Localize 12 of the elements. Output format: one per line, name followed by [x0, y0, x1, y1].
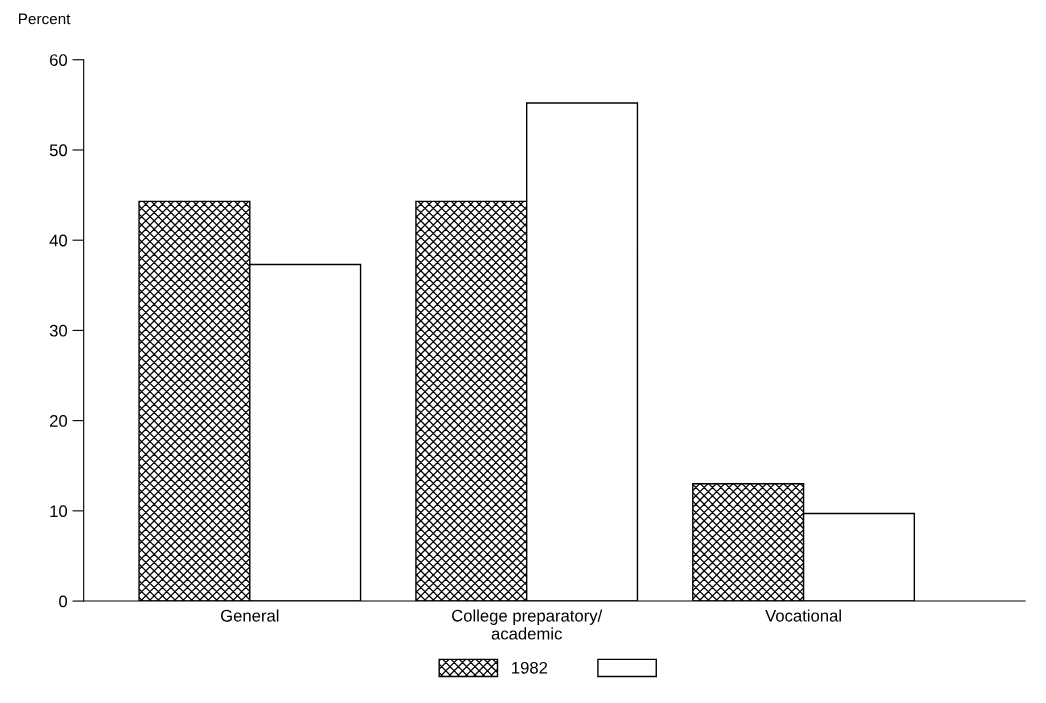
y-tick-label: 30	[49, 324, 68, 337]
legend-label: 1982	[512, 661, 548, 674]
y-tick-label: 50	[49, 144, 68, 157]
y-tick-label: 0	[59, 595, 68, 608]
y-tick-label: 60	[50, 54, 68, 66]
y-tick-label: 20	[50, 415, 68, 427]
x-tick-label: General	[221, 609, 279, 622]
y-tick-label: 40	[49, 234, 68, 247]
x-tick-label: College preparatory/ academic	[452, 609, 603, 640]
y-axis-title: Percent	[19, 13, 71, 25]
x-tick-label: Vocational	[765, 609, 841, 622]
y-tick-label: 10	[50, 505, 68, 518]
